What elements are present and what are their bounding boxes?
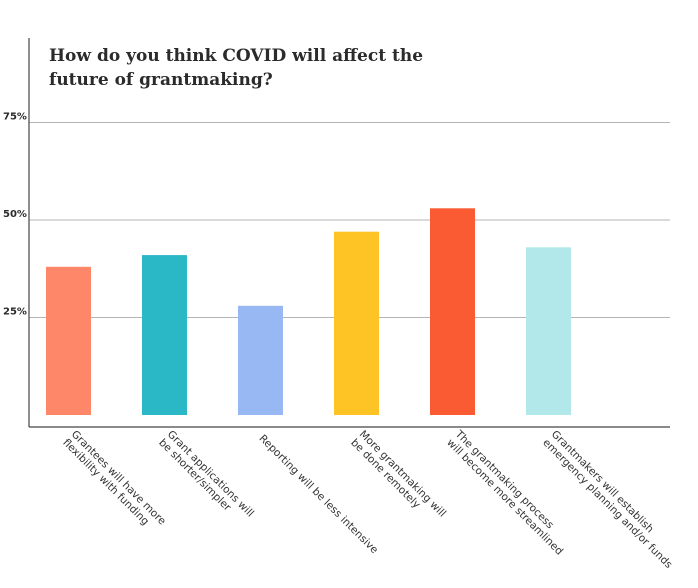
category-label-line: will become more streamlined [444,437,565,558]
chart-title: How do you think COVID will affect the f… [49,46,424,90]
bar [526,247,571,415]
category-label-line: be shorter/simpler [156,437,233,514]
bar [430,208,475,415]
category-label-line: The grantmaking process [452,428,556,532]
bar [334,231,379,415]
category-label-line: flexibility with funding [60,437,151,528]
category-label-line: More grantmaking will [357,428,448,519]
bar [46,266,91,415]
bar [238,305,283,415]
category-label-line: Grantees will have more [69,428,168,527]
y-tick-label: 25% [3,307,27,318]
axes [28,38,670,428]
bar [142,255,187,415]
category-label-line: Grantmakers will establish [549,428,656,535]
y-tick-label: 75% [3,112,27,123]
bars [46,208,571,415]
y-tick-label: 50% [3,209,27,220]
category-label-line: Grant applications will [165,428,256,519]
